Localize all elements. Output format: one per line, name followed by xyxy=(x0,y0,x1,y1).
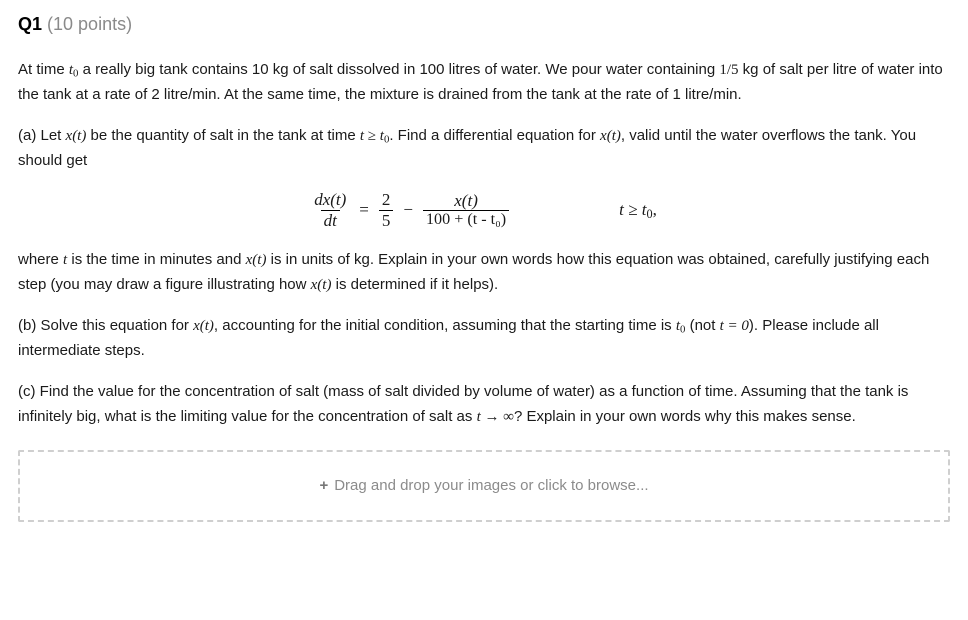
plus-icon: + xyxy=(319,477,328,494)
part-a-intro: (a) Let x(t) be the quantity of salt in … xyxy=(18,124,950,174)
display-equation: dx(t) dt = 2 5 − x(t) 100 + (t - t₀) t ≥… xyxy=(18,190,950,230)
text: (b) Solve this equation for xyxy=(18,317,193,334)
math-xt: x(t) xyxy=(311,277,332,293)
text: (a) Let xyxy=(18,127,66,144)
text: . Find a differential equation for xyxy=(389,127,600,144)
text: a really big tank contains 10 kg of salt… xyxy=(78,61,719,78)
math-xt: x(t) xyxy=(600,128,621,144)
text: (not xyxy=(685,317,719,334)
part-a-post: where t is the time in minutes and x(t) … xyxy=(18,248,950,298)
math-ineq: t ≥ t0 xyxy=(360,128,389,144)
math-t0: t0 xyxy=(676,318,686,334)
part-c: (c) Find the value for the concentration… xyxy=(18,380,950,430)
intro-paragraph: At time t0 a really big tank contains 10… xyxy=(18,58,950,108)
math-xt: x(t) xyxy=(246,252,267,268)
minus-sign: − xyxy=(401,196,415,224)
text: be the quantity of salt in the tank at t… xyxy=(86,127,360,144)
question-header: Q1 (10 points) xyxy=(18,10,950,40)
math-limit: t → ∞ xyxy=(477,409,514,425)
upload-text: Drag and drop your images or click to br… xyxy=(334,477,648,494)
math-frac: 1/5 xyxy=(719,62,738,78)
math-xt: x(t) xyxy=(66,128,87,144)
math-t-eq-0: t = 0 xyxy=(720,318,749,334)
text: , accounting for the initial condition, … xyxy=(214,317,676,334)
math-xt: x(t) xyxy=(193,318,214,334)
question-number: Q1 xyxy=(18,14,42,34)
question-points: (10 points) xyxy=(47,14,132,34)
text: where xyxy=(18,251,63,268)
upload-dropzone[interactable]: + Drag and drop your images or click to b… xyxy=(18,450,950,523)
part-b: (b) Solve this equation for x(t), accoun… xyxy=(18,314,950,364)
math-t0: t0 xyxy=(69,62,79,78)
text: At time xyxy=(18,61,69,78)
equals-sign: = xyxy=(357,196,371,224)
text: ? Explain in your own words why this mak… xyxy=(514,408,856,425)
frac-xt: x(t) 100 + (t - t₀) xyxy=(423,191,509,230)
text: is determined if it helps). xyxy=(331,276,498,293)
frac-2-5: 2 5 xyxy=(379,190,394,230)
equation-main: dx(t) dt = 2 5 − x(t) 100 + (t - t₀) xyxy=(311,190,509,230)
equation-condition: t ≥ t0, xyxy=(619,196,657,224)
text: is the time in minutes and xyxy=(67,251,245,268)
lhs-fraction: dx(t) dt xyxy=(311,190,349,230)
